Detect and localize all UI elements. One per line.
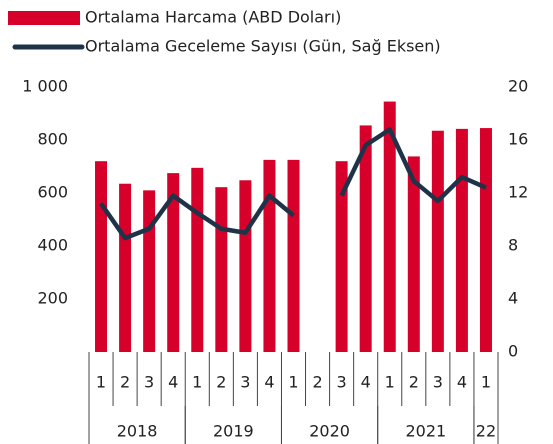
y2-tick-label: 16	[508, 130, 528, 149]
y2-tick-label: 12	[508, 183, 528, 202]
y-tick-label: 200	[37, 289, 68, 308]
group-label: 2018	[117, 422, 158, 441]
bar	[119, 183, 132, 352]
group-label: 2020	[309, 422, 350, 441]
x-tick-label: 1	[192, 373, 202, 392]
bar	[215, 187, 228, 352]
x-tick-label: 2	[409, 373, 419, 392]
bar	[191, 167, 204, 352]
group-label: 2019	[213, 422, 254, 441]
x-tick-label: 2	[120, 373, 130, 392]
bar	[287, 159, 300, 352]
group-label: 2021	[405, 422, 446, 441]
group-label: 22	[476, 422, 496, 441]
x-tick-label: 4	[264, 373, 274, 392]
x-tick-label: 4	[457, 373, 467, 392]
legend-swatch	[8, 11, 80, 25]
bar	[239, 180, 252, 352]
y2-tick-label: 20	[508, 77, 528, 96]
x-tick-label: 4	[168, 373, 178, 392]
x-tick-label: 1	[288, 373, 298, 392]
x-tick-label: 1	[481, 373, 491, 392]
bar	[359, 125, 372, 352]
y2-tick-label: 0	[508, 342, 518, 361]
y-tick-label: 1 000	[22, 77, 68, 96]
bar	[455, 128, 468, 352]
bar	[335, 161, 348, 352]
x-tick-label: 1	[385, 373, 395, 392]
bar	[479, 128, 492, 352]
x-tick-label: 4	[361, 373, 371, 392]
bar	[407, 156, 420, 352]
legend-label: Ortalama Geceleme Sayısı (Gün, Sağ Eksen…	[85, 37, 441, 56]
x-tick-label: 1	[96, 373, 106, 392]
x-tick-label: 2	[312, 373, 322, 392]
x-tick-label: 3	[337, 373, 347, 392]
x-tick-label: 3	[144, 373, 154, 392]
bar	[263, 159, 276, 352]
x-tick-label: 2	[216, 373, 226, 392]
y-tick-label: 400	[37, 236, 68, 255]
y2-tick-label: 4	[508, 289, 518, 308]
y-tick-label: 600	[37, 183, 68, 202]
bar	[95, 161, 108, 352]
y-tick-label: 800	[37, 130, 68, 149]
x-tick-label: 3	[240, 373, 250, 392]
bar	[167, 173, 180, 352]
bar	[143, 190, 156, 352]
y2-tick-label: 8	[508, 236, 518, 255]
bar	[383, 101, 396, 352]
x-tick-label: 3	[433, 373, 443, 392]
legend-label: Ortalama Harcama (ABD Doları)	[85, 8, 341, 27]
bar	[431, 130, 444, 352]
line	[99, 127, 487, 241]
